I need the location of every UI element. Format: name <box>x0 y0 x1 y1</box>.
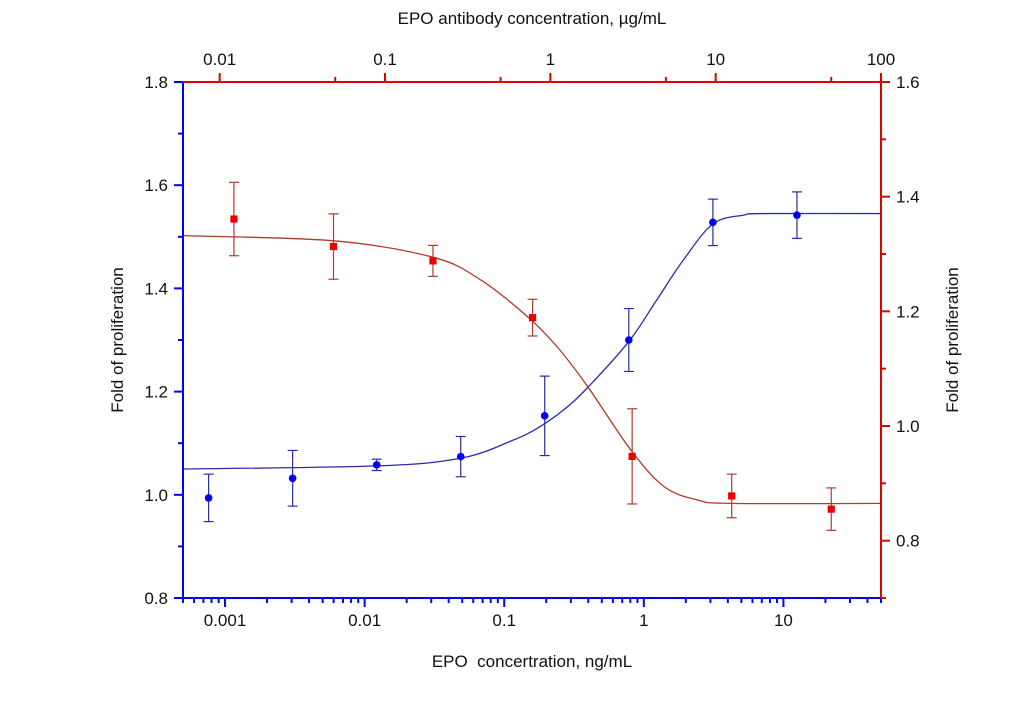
plot-marks <box>182 181 882 531</box>
left-tick-label: 1.8 <box>144 73 168 92</box>
data-point <box>456 452 465 461</box>
left-tick-label: 1.2 <box>144 383 168 402</box>
fit-curve <box>182 235 882 505</box>
top-tick-label: 10 <box>706 50 725 69</box>
left-tick-label: 1.6 <box>144 176 168 195</box>
left-tick-label: 1.4 <box>144 279 168 298</box>
data-point <box>709 218 717 227</box>
top-tick-label: 0.1 <box>373 50 397 69</box>
bottom-tick-label: 0.001 <box>204 611 247 630</box>
bottom-tick-label: 0.01 <box>348 611 381 630</box>
right-axis-title: Fold of proliferation <box>943 267 962 413</box>
series-2 <box>182 181 882 531</box>
data-point <box>230 215 238 223</box>
top-tick-label: 0.01 <box>203 50 236 69</box>
right-tick-label: 0.8 <box>896 532 920 551</box>
top-tick-label: 100 <box>867 50 895 69</box>
fit-curve <box>182 212 882 470</box>
bottom-tick-label: 1 <box>639 611 648 630</box>
right-tick-label: 1.6 <box>896 73 920 92</box>
data-point <box>329 242 338 251</box>
top-tick-label: 1 <box>546 50 555 69</box>
data-point <box>429 257 437 265</box>
data-point <box>288 474 297 483</box>
bottom-tick-label: 0.1 <box>492 611 516 630</box>
bottom-axis-title: EPO concertration, ng/mL <box>432 652 632 671</box>
data-point <box>728 492 736 500</box>
right-tick-label: 1.4 <box>896 188 920 207</box>
top-axis-title: EPO antibody concentration, µg/mL <box>398 9 667 28</box>
axes: 0.001 0.01 0.1 1 10 0.01 0.1 1 10 100 0.8 1.0 1.2 1.4… <box>144 50 919 630</box>
right-tick-label: 1.0 <box>896 417 920 436</box>
right-tick-label: 1.2 <box>896 302 920 321</box>
data-point <box>793 211 801 219</box>
data-point <box>204 494 213 502</box>
data-point <box>372 461 381 469</box>
data-point <box>528 314 537 322</box>
left-tick-label: 1.0 <box>144 486 168 505</box>
series-1 <box>182 191 882 523</box>
data-point <box>625 336 633 344</box>
data-point <box>628 452 636 460</box>
left-axis-title: Fold of proliferation <box>108 267 127 413</box>
left-tick-label: 0.8 <box>144 589 168 608</box>
bottom-tick-label: 10 <box>774 611 793 630</box>
data-point <box>827 505 835 513</box>
data-point <box>540 412 549 420</box>
